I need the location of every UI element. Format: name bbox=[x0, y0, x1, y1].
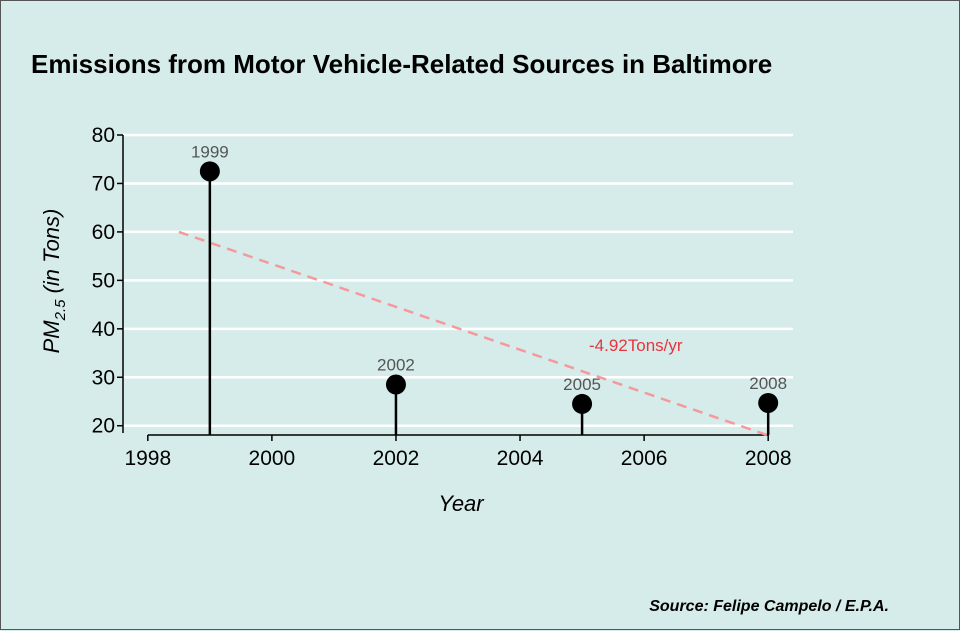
y-tick-label-30: 30 bbox=[92, 366, 115, 389]
trend-line bbox=[178, 230, 769, 437]
x-tick-label-2004: 2004 bbox=[497, 447, 544, 470]
y-tick-label-70: 70 bbox=[92, 172, 115, 195]
point-2002 bbox=[385, 374, 406, 395]
y-tick-label-20: 20 bbox=[92, 415, 115, 438]
source-note: Source: Felipe Campelo / E.P.A. bbox=[649, 598, 889, 615]
trend-slope-label: -4.92Tons/yr bbox=[589, 336, 683, 355]
x-tick-label-1998: 1998 bbox=[124, 447, 171, 470]
y-tick-label-60: 60 bbox=[92, 221, 115, 244]
y-axis-title: PM2.5 (in Tons) bbox=[39, 209, 69, 354]
y-axis-title-suffix: (in Tons) bbox=[39, 209, 64, 300]
x-tick-label-2000: 2000 bbox=[249, 447, 296, 470]
y-tick-label-80: 80 bbox=[92, 124, 115, 147]
points-layer: 1999 2002 2005 2008 bbox=[191, 142, 787, 435]
x-tick-label-2002: 2002 bbox=[373, 447, 420, 470]
point-label-2005: 2005 bbox=[563, 375, 601, 394]
point-label-2002: 2002 bbox=[377, 356, 415, 375]
trend-layer: -4.92Tons/yr bbox=[178, 230, 769, 437]
axes: 20 30 40 50 60 70 80 1998 2000 2002 2004 2006 2008 bbox=[92, 124, 792, 470]
point-2008 bbox=[758, 392, 779, 413]
chart-title: Emissions from Motor Vehicle-Related Sou… bbox=[31, 49, 772, 79]
grid bbox=[123, 133, 793, 427]
point-1999 bbox=[199, 161, 220, 182]
x-axis-title: Year bbox=[438, 491, 485, 516]
y-axis-title-sub: 2.5 bbox=[52, 299, 69, 322]
point-2005 bbox=[572, 393, 593, 414]
point-label-1999: 1999 bbox=[191, 142, 229, 161]
x-tick-label-2006: 2006 bbox=[621, 447, 668, 470]
y-tick-label-40: 40 bbox=[92, 318, 115, 341]
x-tick-label-2008: 2008 bbox=[745, 447, 792, 470]
point-label-2008: 2008 bbox=[749, 374, 787, 393]
y-tick-label-50: 50 bbox=[92, 269, 115, 292]
y-axis-title-base: PM bbox=[39, 320, 64, 354]
